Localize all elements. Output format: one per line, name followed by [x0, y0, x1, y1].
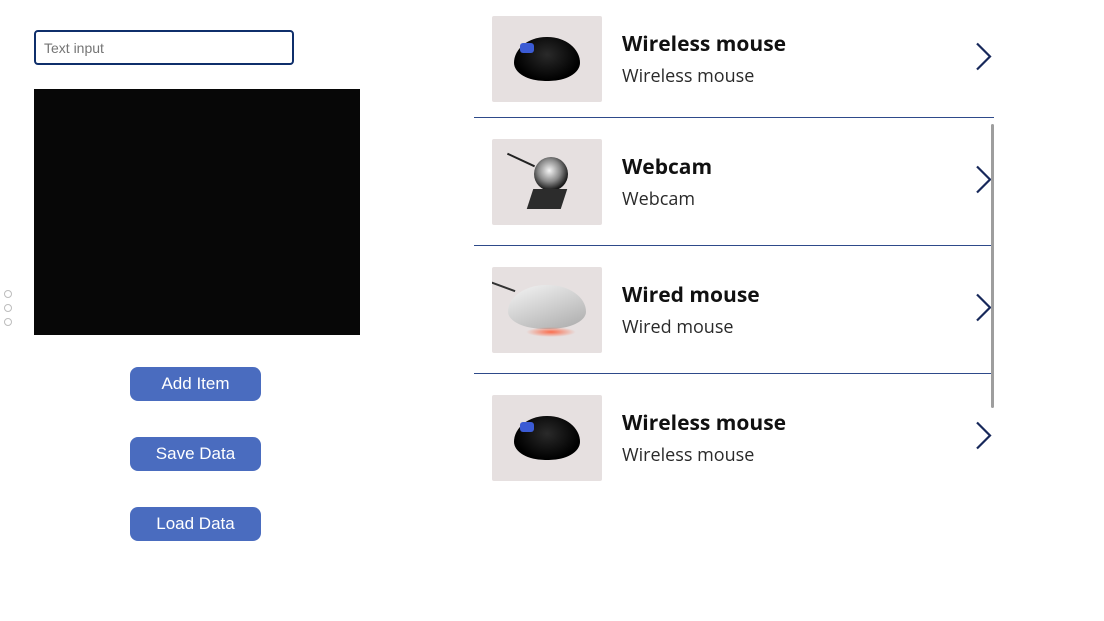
right-panel: Wireless mouse Wireless mouse Webcam Web…: [420, 0, 1104, 621]
chevron-right-icon[interactable]: [974, 420, 994, 457]
item-subtitle: Webcam: [622, 187, 712, 211]
left-panel: Add Item Save Data Load Data: [0, 0, 420, 621]
item-text: Wireless mouse Wireless mouse: [622, 30, 786, 88]
item-title: Wired mouse: [622, 281, 760, 309]
name-input[interactable]: [34, 30, 294, 65]
item-thumbnail: [492, 16, 602, 102]
camera-preview: [34, 89, 360, 335]
mouse-light-icon: [508, 285, 586, 335]
item-text: Webcam Webcam: [622, 153, 712, 211]
add-item-button[interactable]: Add Item: [130, 367, 261, 401]
item-title: Wireless mouse: [622, 409, 786, 437]
app-root: Add Item Save Data Load Data Wireless mo…: [0, 0, 1104, 621]
item-thumbnail: [492, 395, 602, 481]
list-item[interactable]: Wireless mouse Wireless mouse: [474, 374, 994, 502]
item-subtitle: Wired mouse: [622, 315, 760, 339]
list-item[interactable]: Webcam Webcam: [474, 118, 994, 246]
list-item[interactable]: Wireless mouse Wireless mouse: [474, 0, 994, 118]
webcam-icon: [524, 155, 570, 209]
pager-dot[interactable]: [4, 304, 12, 312]
item-subtitle: Wireless mouse: [622, 64, 786, 88]
page-indicator: [4, 290, 12, 326]
chevron-right-icon[interactable]: [974, 40, 994, 77]
item-title: Webcam: [622, 153, 712, 181]
item-text: Wireless mouse Wireless mouse: [622, 409, 786, 467]
item-list: Wireless mouse Wireless mouse Webcam Web…: [474, 0, 994, 621]
pager-dot[interactable]: [4, 290, 12, 298]
save-data-button[interactable]: Save Data: [130, 437, 261, 471]
item-text: Wired mouse Wired mouse: [622, 281, 760, 339]
list-scrollbar[interactable]: [991, 124, 994, 408]
list-item[interactable]: Wired mouse Wired mouse: [474, 246, 994, 374]
item-subtitle: Wireless mouse: [622, 443, 786, 467]
mouse-dark-icon: [514, 416, 580, 460]
load-data-button[interactable]: Load Data: [130, 507, 261, 541]
mouse-dark-icon: [514, 37, 580, 81]
button-column: Add Item Save Data Load Data: [130, 367, 420, 541]
item-thumbnail: [492, 139, 602, 225]
item-title: Wireless mouse: [622, 30, 786, 58]
item-thumbnail: [492, 267, 602, 353]
pager-dot[interactable]: [4, 318, 12, 326]
